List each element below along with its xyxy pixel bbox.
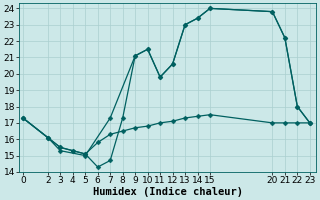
X-axis label: Humidex (Indice chaleur): Humidex (Indice chaleur)	[92, 186, 243, 197]
